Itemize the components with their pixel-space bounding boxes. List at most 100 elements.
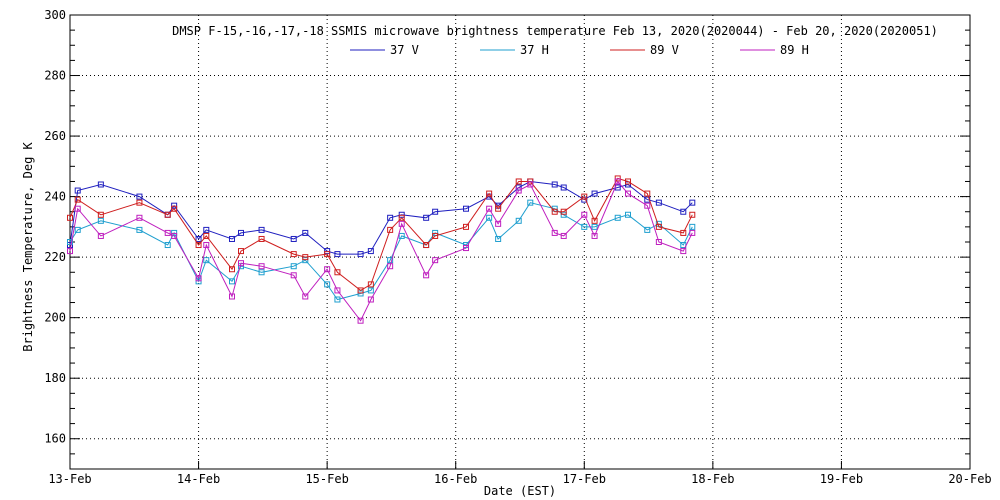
data-point (689, 199, 696, 206)
data-point (136, 226, 143, 233)
series-layer (67, 175, 696, 324)
data-point (203, 257, 210, 264)
data-point (387, 226, 394, 233)
legend-label: 89 H (780, 43, 809, 57)
data-point (67, 214, 73, 221)
data-point (551, 181, 558, 188)
data-point (625, 190, 631, 197)
data-point (486, 190, 493, 197)
data-point (357, 317, 364, 324)
data-point (527, 199, 534, 206)
data-point (463, 245, 469, 252)
data-point (591, 223, 598, 230)
data-point (655, 239, 662, 245)
y-tick-label: 160 (44, 432, 66, 446)
data-point (432, 232, 439, 239)
data-point (680, 208, 687, 215)
data-point (367, 296, 374, 303)
data-point (302, 229, 309, 236)
data-point (591, 232, 598, 239)
grid (70, 15, 970, 469)
data-point (495, 205, 502, 212)
data-point (515, 187, 522, 194)
data-point (655, 199, 662, 206)
data-point (171, 232, 178, 239)
data-point (171, 205, 178, 212)
data-point (581, 223, 588, 230)
data-point (644, 226, 651, 233)
data-point (164, 229, 171, 236)
data-point (324, 248, 331, 255)
legend: 37 V 37 H 89 V 89 H (350, 43, 809, 57)
x-tick-label: 18-Feb (691, 472, 734, 486)
data-point (527, 181, 534, 188)
data-point (302, 257, 309, 264)
data-point (560, 232, 567, 239)
data-point (423, 242, 430, 249)
data-point (136, 214, 143, 221)
data-point (398, 232, 405, 239)
data-point (367, 248, 374, 255)
data-point (97, 211, 104, 218)
data-point (67, 248, 73, 255)
data-point (432, 208, 439, 215)
data-point (97, 232, 104, 239)
data-point (164, 242, 171, 249)
data-point (515, 217, 522, 224)
data-point (398, 220, 405, 227)
data-point (614, 214, 621, 221)
data-point (67, 239, 73, 245)
data-point (689, 211, 696, 218)
data-point (229, 293, 235, 300)
data-point (560, 184, 567, 191)
data-point (357, 251, 364, 258)
data-point (258, 263, 265, 270)
data-point (302, 254, 309, 261)
data-point (203, 242, 210, 249)
data-point (324, 266, 331, 273)
series-89-h (67, 178, 696, 324)
data-point (655, 223, 662, 230)
data-point (423, 272, 430, 279)
data-point (97, 181, 104, 188)
y-tick-label: 220 (44, 250, 66, 264)
series-line (69, 180, 693, 255)
data-point (689, 229, 696, 236)
data-point (97, 217, 104, 224)
data-point (74, 187, 81, 194)
plot-frame (69, 14, 971, 470)
data-point (74, 226, 81, 233)
data-point (290, 263, 297, 270)
x-tick-label: 13-Feb (48, 472, 91, 486)
data-point (398, 214, 405, 221)
x-axis-label: Date (EST) (484, 484, 556, 498)
data-point (290, 235, 297, 242)
data-point (324, 281, 331, 288)
data-point (387, 257, 394, 264)
y-tick-label: 280 (44, 69, 66, 83)
data-point (324, 251, 331, 258)
legend-label: 89 V (650, 43, 679, 57)
data-point (195, 275, 202, 282)
data-point (551, 229, 558, 236)
data-point (625, 211, 631, 218)
x-axis-ticks: 13-Feb 14-Feb 15-Feb 16-Feb 17-Feb 18-Feb 19-F… (48, 461, 992, 486)
data-point (238, 260, 244, 267)
data-point (463, 205, 469, 212)
data-point (387, 214, 394, 221)
data-point (67, 242, 73, 249)
data-point (258, 226, 265, 233)
data-point (680, 229, 687, 236)
x-tick-label: 17-Feb (563, 472, 606, 486)
legend-label: 37 H (520, 43, 549, 57)
series-line (69, 180, 693, 322)
data-point (423, 214, 430, 221)
series-line (69, 202, 693, 301)
data-point (334, 296, 341, 303)
data-point (463, 223, 469, 230)
data-point (258, 235, 265, 242)
data-point (591, 190, 598, 197)
data-point (229, 235, 235, 242)
data-point (560, 211, 567, 218)
